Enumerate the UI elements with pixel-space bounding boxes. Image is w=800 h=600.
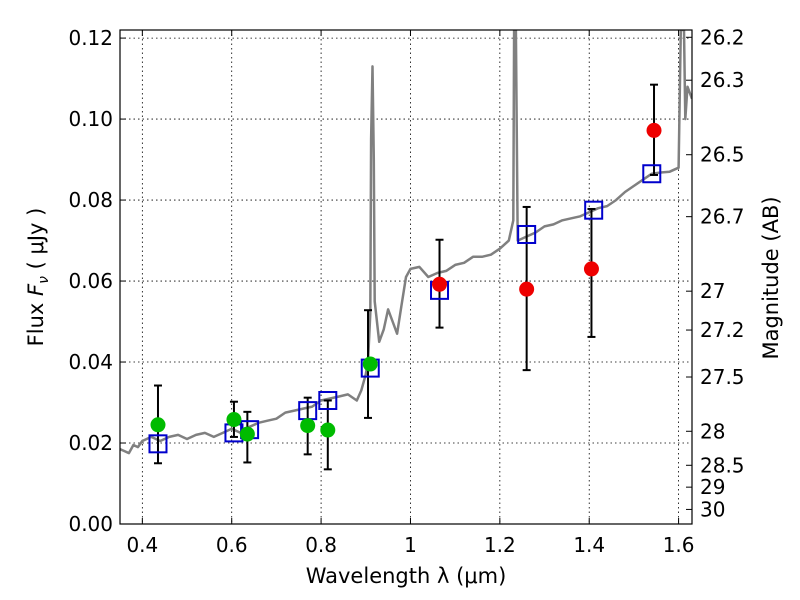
y2-tick-label: 28: [700, 419, 725, 443]
y2-tick-label: 27.2: [700, 318, 745, 342]
model-square-marker: [318, 391, 338, 410]
y2-tick-label: 26.7: [700, 205, 745, 229]
green-data-point: [320, 422, 336, 438]
x-tick-label: 1.6: [663, 533, 695, 557]
model-square-marker: [584, 200, 604, 220]
template-spectrum: [120, 30, 692, 455]
plot-frame: [119, 29, 693, 525]
spectrum-line: [120, 30, 692, 455]
x-tick-label: 1.4: [573, 533, 605, 557]
green-data-point: [226, 412, 242, 428]
y2-tick-label: 27.5: [700, 365, 745, 389]
red-data-point: [583, 261, 599, 277]
y-tick-label: 0.08: [68, 188, 113, 212]
y2-axis-label: Magnitude (AB): [759, 196, 783, 359]
axis-ticks: 0.4 0.6 0.8 1 1.2 1.4 1.6 0.00 0.02 0.04 0.06 0.08 0…: [68, 25, 744, 557]
y-axis-label: Flux Fν ( μJy ): [24, 208, 52, 347]
model-square-marker: [642, 164, 662, 184]
y-tick-label: 0.00: [68, 512, 113, 536]
x-tick-label: 0.8: [305, 533, 337, 557]
y-tick-label: 0.10: [68, 107, 113, 131]
x-tick-label: 1.2: [484, 533, 516, 557]
photometry-markers: [148, 122, 662, 454]
y2-tick-label: 28.5: [700, 453, 745, 477]
y2-tick-label: 30: [700, 497, 725, 521]
red-data-point: [432, 276, 448, 292]
green-data-point: [300, 418, 316, 434]
y2-tick-label: 27: [700, 279, 725, 303]
x-tick-label: 0.4: [126, 533, 158, 557]
red-data-point: [646, 122, 662, 138]
y2-tick-label: 26.2: [700, 25, 745, 49]
model-square-marker: [148, 434, 168, 454]
model-square-marker: [517, 224, 537, 244]
y-tick-label: 0.02: [68, 431, 113, 455]
green-data-point: [239, 426, 255, 442]
red-data-point: [519, 281, 535, 297]
y-tick-label: 0.04: [68, 350, 113, 374]
y2-tick-label: 26.3: [700, 68, 745, 92]
y-tick-label: 0.12: [68, 26, 113, 50]
y-tick-label: 0.06: [68, 269, 113, 293]
x-tick-label: 0.6: [216, 533, 248, 557]
green-data-point: [150, 417, 166, 433]
y2-tick-label: 26.5: [700, 143, 745, 167]
green-data-point: [362, 356, 378, 372]
y2-tick-label: 29: [700, 475, 725, 499]
x-tick-label: 1: [404, 533, 417, 557]
x-axis-label: Wavelength λ (μm): [306, 564, 507, 588]
